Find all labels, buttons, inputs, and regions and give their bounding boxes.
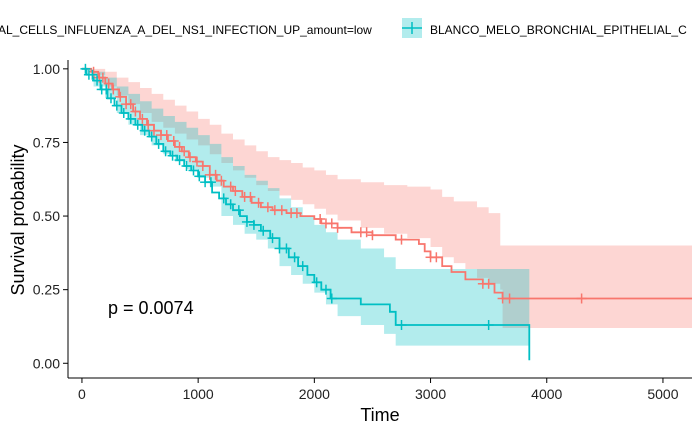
x-tick-label: 4000 bbox=[531, 386, 562, 402]
censor-mark bbox=[241, 216, 252, 227]
censor-mark bbox=[216, 175, 227, 186]
censor-mark bbox=[153, 138, 164, 149]
censor-mark bbox=[168, 135, 179, 146]
censor-mark bbox=[160, 146, 171, 157]
y-tick-label: 0.25 bbox=[33, 282, 60, 298]
censor-mark bbox=[248, 219, 259, 230]
y-tick-label: 0.00 bbox=[33, 355, 60, 371]
censor-mark bbox=[181, 161, 192, 171]
censor-marks bbox=[80, 63, 587, 330]
censor-mark bbox=[146, 131, 157, 142]
censor-mark bbox=[205, 177, 216, 188]
x-tick-label: 3000 bbox=[415, 386, 446, 402]
censor-mark bbox=[326, 293, 337, 304]
censor-mark bbox=[245, 191, 256, 202]
y-tick-label: 0.75 bbox=[33, 134, 60, 150]
censor-mark bbox=[179, 146, 190, 157]
censor-mark bbox=[262, 202, 273, 213]
censor-mark bbox=[118, 108, 129, 118]
censor-mark bbox=[361, 227, 372, 238]
censor-mark bbox=[188, 165, 199, 176]
censor-mark bbox=[137, 113, 148, 124]
censor-mark bbox=[311, 277, 322, 288]
p-value-annotation: p = 0.0074 bbox=[108, 298, 194, 318]
censor-mark bbox=[297, 261, 308, 272]
censor-mark bbox=[87, 69, 98, 80]
censor-mark bbox=[396, 234, 407, 245]
censor-mark bbox=[230, 186, 241, 197]
censor-mark bbox=[80, 63, 91, 74]
censor-mark bbox=[233, 205, 244, 216]
x-tick-label: 2000 bbox=[299, 386, 330, 402]
censor-mark bbox=[315, 214, 326, 224]
censor-mark bbox=[125, 99, 136, 110]
censor-mark bbox=[143, 119, 154, 130]
censor-mark bbox=[191, 156, 202, 167]
censor-mark bbox=[289, 252, 300, 263]
y-axis-title: Survival probability bbox=[8, 144, 28, 295]
confidence-band-0 bbox=[81, 68, 692, 328]
censor-mark bbox=[103, 78, 114, 89]
censor-mark bbox=[291, 208, 302, 219]
censor-mark bbox=[111, 100, 122, 111]
censor-mark bbox=[281, 243, 292, 254]
censor-mark bbox=[161, 130, 172, 141]
censor-mark bbox=[258, 225, 269, 236]
censor-mark bbox=[210, 169, 221, 180]
plot-area bbox=[80, 63, 692, 361]
censor-mark bbox=[396, 320, 407, 330]
y-tick-label: 1.00 bbox=[33, 61, 60, 77]
censor-mark bbox=[185, 152, 196, 163]
censor-mark bbox=[115, 91, 126, 102]
legend: AL_CELLS_INFLUENZA_A_DEL_NS1_INFECTION_U… bbox=[0, 18, 687, 38]
legend-label-high: AL_CELLS_INFLUENZA_A_DEL_NS1_INFECTION_U… bbox=[0, 23, 372, 37]
y-tick-label: 0.50 bbox=[33, 208, 60, 224]
censor-mark bbox=[504, 293, 515, 304]
censor-mark bbox=[225, 181, 236, 192]
censor-mark bbox=[253, 197, 264, 208]
confidence-bands bbox=[81, 68, 692, 346]
censor-mark bbox=[225, 199, 236, 210]
censor-mark bbox=[139, 125, 150, 136]
x-ticks: 0 1000 2000 3000 4000 5000 bbox=[78, 378, 679, 402]
censor-mark bbox=[130, 106, 141, 117]
censor-mark bbox=[483, 320, 494, 330]
censor-mark bbox=[194, 171, 205, 182]
legend-label-low: BLANCO_MELO_BRONCHIAL_EPITHELIAL_C bbox=[430, 23, 687, 37]
censor-mark bbox=[483, 278, 494, 289]
x-tick-label: 1000 bbox=[183, 386, 214, 402]
censor-mark bbox=[218, 193, 229, 204]
censor-mark bbox=[431, 252, 442, 263]
x-tick-label: 5000 bbox=[647, 386, 678, 402]
censor-mark bbox=[326, 218, 337, 229]
censor-mark bbox=[332, 222, 343, 233]
censor-mark bbox=[105, 93, 116, 104]
censor-mark bbox=[320, 284, 331, 295]
axes: 0 1000 2000 3000 4000 5000 0.00 0.25 0.50 0.75 1.… bbox=[33, 60, 692, 402]
censor-mark bbox=[101, 84, 112, 95]
x-tick-label: 0 bbox=[78, 386, 86, 402]
censor-mark bbox=[367, 230, 378, 241]
censor-mark bbox=[148, 125, 159, 136]
censor-mark bbox=[132, 119, 143, 130]
censor-mark bbox=[276, 205, 287, 216]
censor-mark bbox=[92, 75, 103, 86]
y-ticks: 0.00 0.25 0.50 0.75 1.00 bbox=[33, 61, 68, 371]
censor-mark bbox=[125, 113, 136, 124]
censor-mark bbox=[197, 161, 208, 171]
censor-mark bbox=[576, 293, 587, 304]
censor-mark bbox=[174, 141, 185, 152]
censor-mark bbox=[267, 233, 278, 244]
x-axis-title: Time bbox=[360, 405, 399, 425]
confidence-band-1 bbox=[81, 68, 530, 346]
censor-mark bbox=[167, 150, 178, 161]
censor-mark bbox=[174, 155, 185, 166]
censor-mark bbox=[97, 72, 108, 83]
